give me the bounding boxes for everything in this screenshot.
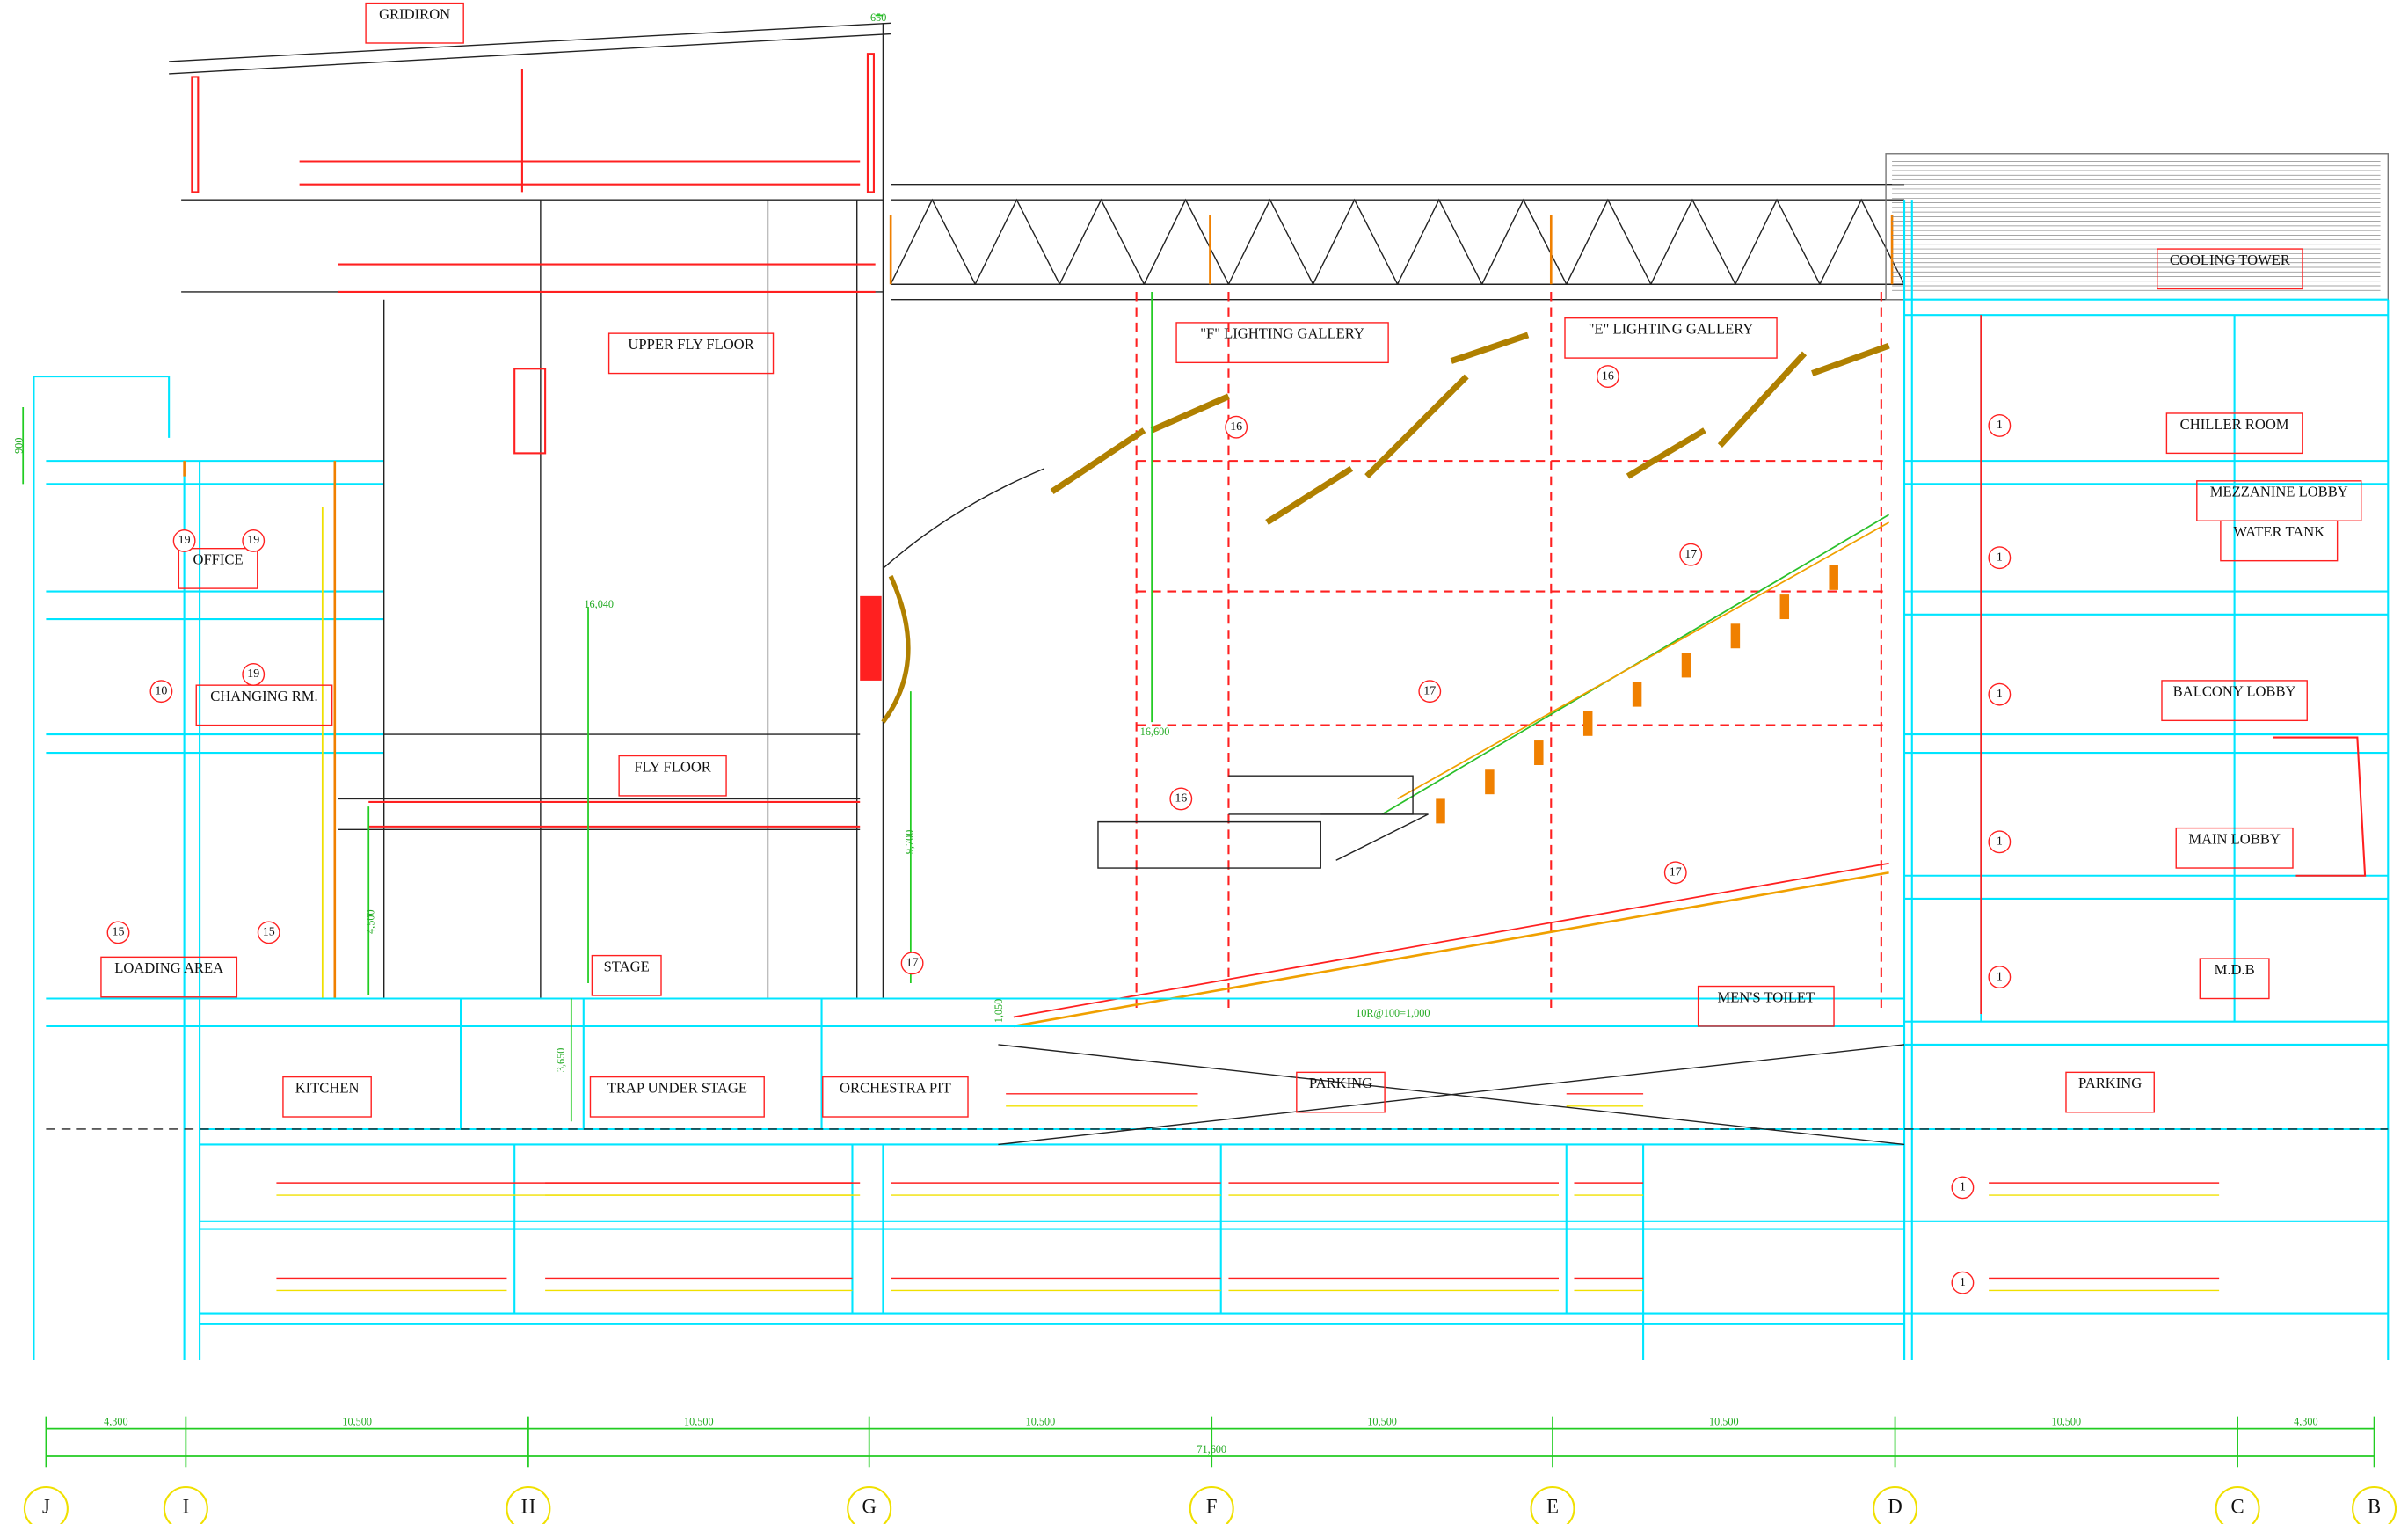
- tag-number: 1: [1997, 835, 2003, 849]
- room-label: PARKING: [1309, 1075, 1372, 1091]
- tag-number: 19: [247, 534, 259, 547]
- room-label: TRAP UNDER STAGE: [607, 1079, 747, 1096]
- balcony-step: [1583, 711, 1592, 736]
- room-label: PARKING: [2078, 1075, 2142, 1091]
- dimension: 16,600: [1140, 726, 1170, 738]
- dimension: 4,500: [365, 909, 377, 933]
- balcony-step: [1534, 740, 1543, 765]
- grid-label: G: [862, 1496, 876, 1518]
- grid-label: F: [1206, 1496, 1218, 1518]
- overall-dimension: 71,600: [1197, 1443, 1226, 1455]
- room-label: CHILLER ROOM: [2180, 416, 2289, 433]
- balcony-step: [1682, 653, 1691, 677]
- dimension: 650: [870, 11, 886, 24]
- grid-label: J: [42, 1496, 50, 1518]
- grid-spacing: 10,500: [1709, 1415, 1739, 1427]
- dimension: 900: [13, 437, 25, 453]
- tag-number: 10: [155, 684, 167, 697]
- grid-label: H: [521, 1496, 535, 1518]
- grid-spacing: 4,300: [104, 1415, 128, 1427]
- room-label: MAIN LOBBY: [2188, 830, 2281, 847]
- fly-door-solid: [860, 596, 881, 681]
- room-label: STAGE: [604, 958, 650, 974]
- tag-number: 1: [1997, 419, 2003, 432]
- grid-spacing: 10,500: [2052, 1415, 2082, 1427]
- section-drawing: J 4,300 I 10,500 H 10,500 G 10,500 F 10,500 E 10,50…: [0, 0, 2408, 1524]
- tag-number: 1: [1997, 970, 2003, 983]
- room-label: LOADING AREA: [114, 959, 223, 976]
- tag-number: 17: [906, 957, 919, 970]
- tag-number: 1: [1997, 688, 2003, 701]
- grid-label: D: [1888, 1496, 1902, 1518]
- room-label: ORCHESTRA PIT: [840, 1079, 951, 1096]
- room-label: MEN'S TOILET: [1718, 988, 1815, 1005]
- room-label: UPPER FLY FLOOR: [628, 336, 754, 353]
- grid-spacing: 10,500: [1367, 1415, 1397, 1427]
- tag-number: 16: [1175, 792, 1187, 806]
- tag-number: 17: [1423, 684, 1436, 697]
- balcony-step: [1633, 682, 1641, 707]
- grid-spacing: 10,500: [1026, 1415, 1056, 1427]
- grid-label: B: [2368, 1496, 2381, 1518]
- balcony-step: [1485, 769, 1494, 794]
- dimension: 1,050: [993, 999, 1005, 1024]
- room-label: "E" LIGHTING GALLERY: [1589, 320, 1754, 337]
- dimension: 3,650: [555, 1048, 567, 1072]
- room-label: WATER TANK: [2233, 523, 2324, 540]
- tag-number: 15: [263, 926, 275, 939]
- grid-label: E: [1546, 1496, 1559, 1518]
- room-label: CHANGING RM.: [210, 688, 318, 704]
- room-label: OFFICE: [193, 551, 243, 567]
- grid-label: C: [2231, 1496, 2244, 1518]
- balcony-step: [1829, 565, 1837, 590]
- grid-spacing: 10,500: [684, 1415, 714, 1427]
- balcony-step: [1731, 623, 1740, 648]
- grid-spacing: 4,300: [2294, 1415, 2317, 1427]
- room-label: BALCONY LOBBY: [2173, 683, 2296, 700]
- tag-number: 1: [1960, 1276, 1966, 1289]
- room-label: COOLING TOWER: [2170, 252, 2291, 268]
- tag-number: 1: [1960, 1181, 1966, 1194]
- balcony-step: [1780, 594, 1789, 619]
- tag-number: 16: [1230, 420, 1242, 434]
- room-label: FLY FLOOR: [634, 758, 711, 775]
- room-label: "F" LIGHTING GALLERY: [1200, 325, 1364, 342]
- dimension: 9,700: [904, 830, 916, 855]
- grid-label: I: [183, 1496, 190, 1518]
- room-label: M.D.B: [2215, 961, 2255, 978]
- tag-number: 15: [113, 926, 125, 939]
- tag-number: 16: [1602, 369, 1614, 383]
- tag-number: 19: [178, 534, 191, 547]
- dimension: 16,040: [584, 598, 614, 610]
- tag-number: 1: [1997, 551, 2003, 564]
- room-label: GRIDIRON: [379, 5, 450, 22]
- room-label: MEZZANINE LOBBY: [2210, 484, 2348, 500]
- dimension: 10R@100=1,000: [1356, 1007, 1430, 1019]
- tag-number: 17: [1670, 865, 1682, 879]
- room-label: KITCHEN: [295, 1079, 360, 1096]
- background: [0, 0, 2408, 1524]
- tag-number: 17: [1684, 548, 1697, 561]
- grid-spacing: 10,500: [342, 1415, 372, 1427]
- page: {"rooms":[ {"label":"GRIDIRON"},{"label"…: [0, 0, 2408, 1524]
- balcony-step: [1436, 798, 1444, 823]
- tag-number: 19: [247, 667, 259, 681]
